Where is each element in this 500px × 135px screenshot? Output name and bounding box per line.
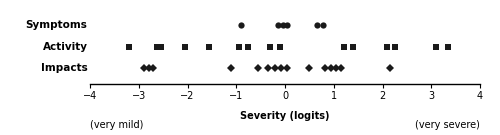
Text: Symptoms: Symptoms bbox=[26, 20, 88, 30]
Text: Impacts: Impacts bbox=[41, 63, 88, 73]
Text: Activity: Activity bbox=[42, 42, 88, 52]
Text: (very mild): (very mild) bbox=[90, 120, 144, 130]
Text: (very severe): (very severe) bbox=[415, 120, 480, 130]
Text: Severity (logits): Severity (logits) bbox=[240, 111, 330, 121]
